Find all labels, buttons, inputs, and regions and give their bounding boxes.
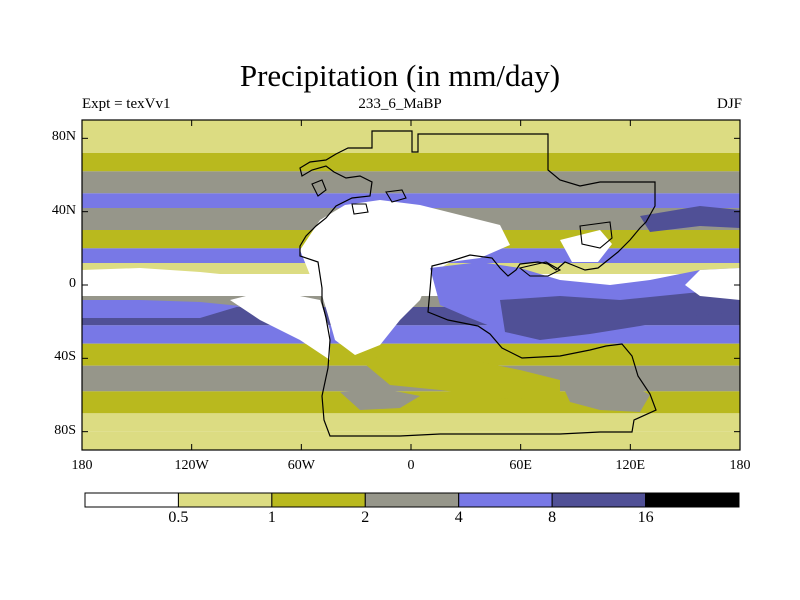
chart-title: Precipitation (in mm/day) <box>239 58 561 93</box>
x-tick-label: 180 <box>71 458 93 473</box>
x-tick-label: 180 <box>729 458 751 473</box>
x-tick-label: 60W <box>287 458 315 473</box>
colorbar-label: 4 <box>454 509 463 526</box>
precip-region <box>640 206 740 232</box>
colorbar-label: 16 <box>637 509 654 526</box>
colorbar-label: 8 <box>548 509 557 526</box>
y-tick-label: 0 <box>69 276 76 291</box>
colorbar-label: 0.5 <box>168 509 189 526</box>
y-tick-label: 80S <box>54 422 76 438</box>
colorbar-swatch <box>271 492 366 508</box>
precip-region <box>560 230 612 262</box>
y-tick-label: 40N <box>51 202 76 218</box>
precip-region <box>500 292 740 340</box>
y-tick-label: 80N <box>51 129 76 145</box>
precip-band <box>82 325 740 344</box>
continent-outline-inner <box>311 179 613 277</box>
colorbar-swatch <box>177 492 273 508</box>
colorbar-label: 2 <box>361 509 370 526</box>
precip-region <box>230 290 330 360</box>
precip-band <box>82 171 740 194</box>
colorbar-swatch <box>84 492 179 508</box>
colorbar <box>84 492 740 508</box>
x-tick-label: 120E <box>615 458 646 473</box>
precip-region <box>360 350 560 400</box>
precip-band <box>82 193 740 208</box>
x-tick-label: 0 <box>407 458 415 473</box>
colorbar-swatch <box>364 492 460 508</box>
x-tick-label: 60E <box>509 458 532 473</box>
season-label: DJF <box>716 96 742 112</box>
colorbar-swatch <box>551 492 647 508</box>
precip-band <box>82 153 740 172</box>
precip-region <box>82 300 240 318</box>
colorbar-swatch <box>645 492 740 508</box>
colorbar-label: 1 <box>267 509 276 526</box>
x-tick-label: 120W <box>174 458 209 473</box>
colorbar-swatch <box>458 492 553 508</box>
precip-band <box>82 431 740 450</box>
precip-region <box>300 200 510 355</box>
y-tick-label: 40S <box>54 349 76 365</box>
precip-region <box>560 378 650 412</box>
precip-region <box>340 388 420 410</box>
period-label: 233_6_MaBP <box>358 96 442 112</box>
precip-region <box>82 268 240 296</box>
precip-region <box>685 268 740 300</box>
precip-band <box>82 413 740 432</box>
continent-outline <box>299 130 657 437</box>
experiment-label: Expt = texVv1 <box>82 96 171 112</box>
